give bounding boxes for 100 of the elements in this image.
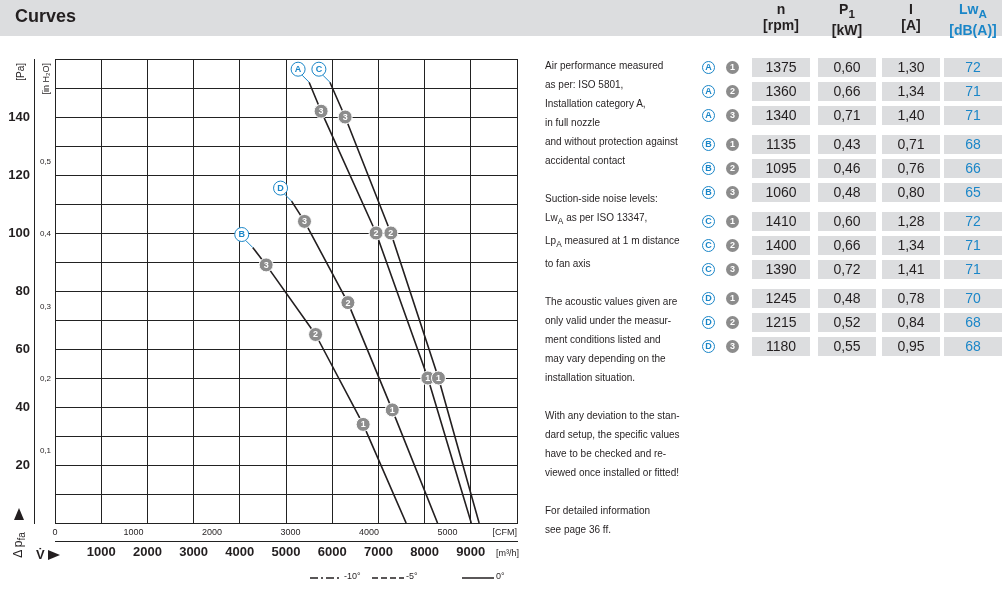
text: 72: [965, 213, 981, 229]
text: 1410: [765, 213, 797, 229]
category-label: n [rpm]: [762, 1, 800, 33]
series-label: C: [315, 64, 323, 75]
text: 2: [729, 317, 735, 327]
series-label: B: [238, 229, 246, 240]
x-axis-title: [m³/h]: [495, 548, 519, 559]
category-label: B: [705, 139, 712, 149]
text: 3: [729, 341, 735, 351]
text: 0°: [496, 571, 505, 581]
x2-axis-title: [CFM]: [492, 527, 517, 538]
x-tick-label: 3000: [179, 544, 209, 560]
y2-tick-label: 0,4: [39, 229, 52, 239]
category-label: 1: [729, 62, 735, 72]
category-label: 2: [345, 297, 351, 308]
category-label: A: [705, 62, 712, 72]
category-label: 3: [729, 110, 735, 120]
x2-tick-label: 0: [52, 526, 58, 537]
text: 66: [965, 160, 981, 176]
text: 1340: [765, 107, 797, 123]
text: 1095: [765, 160, 797, 176]
text: 1: [729, 216, 735, 226]
text: 1060: [765, 184, 797, 200]
category-label: P$_{1}$ [kW]: [830, 1, 864, 38]
category-label: Lw$_{A}$ [dB(A)]: [948, 1, 998, 38]
x-tick-label: 4000: [225, 544, 255, 560]
text: 0,66: [833, 83, 861, 99]
text: 1360: [765, 83, 797, 99]
y-tick-label: 80: [15, 282, 30, 298]
category-label: 1: [360, 419, 366, 430]
text: 0,80: [897, 184, 925, 200]
category-label: 3: [263, 259, 269, 270]
x-tick-label: 7000: [363, 544, 393, 560]
text: 1: [729, 293, 735, 303]
text: 68: [965, 136, 981, 152]
text: 68: [965, 338, 981, 354]
series-label: A: [294, 64, 302, 75]
text: 71: [965, 237, 981, 253]
text: 65: [965, 184, 981, 200]
category-label: 3: [342, 111, 348, 122]
y2-tick-label: 0,2: [39, 373, 52, 383]
x2-tick-label: 1000: [123, 526, 144, 537]
text: 0,60: [833, 59, 861, 75]
text: For detailed information see page 36 ff.: [545, 504, 652, 537]
category-label: B: [705, 187, 712, 197]
y-tick-label: 40: [15, 398, 30, 414]
text: The acoustic values given are only valid under the measur- ment conditions listed and may vary depending on the installation situation.: [545, 295, 679, 385]
text: 0,95: [897, 338, 925, 354]
text: 71: [965, 83, 981, 99]
text: 1400: [765, 237, 797, 253]
category-label: D: [705, 293, 712, 303]
category-label: D: [705, 341, 712, 351]
text: 0,52: [833, 314, 861, 330]
text: 0,76: [897, 160, 925, 176]
x-tick-label: 8000: [410, 544, 440, 560]
text: 0,48: [833, 184, 861, 200]
category-label: 2: [313, 329, 319, 340]
text: 1,30: [897, 59, 925, 75]
y2-tick-label: 0,5: [39, 157, 52, 167]
category-label: A: [705, 110, 712, 120]
category-label: 2: [388, 227, 394, 238]
series-label: 2: [373, 227, 379, 238]
category-label: 2: [729, 86, 735, 96]
text: 1215: [765, 314, 797, 330]
text: 1375: [765, 59, 797, 75]
y2-axis-title: [in H₂O]: [41, 63, 52, 95]
text: 0,71: [833, 107, 861, 123]
x-tick-label: 6000: [317, 544, 347, 560]
x-tick-label: 2000: [132, 544, 162, 560]
text: 0,46: [833, 160, 861, 176]
text: -5°: [406, 571, 418, 581]
y-tick-label: 60: [15, 340, 30, 356]
text: 3: [729, 264, 735, 274]
text: 0,48: [833, 290, 861, 306]
y-tick-label: 20: [15, 456, 30, 472]
text: 0,78: [897, 290, 925, 306]
text: V̇: [36, 547, 45, 562]
text: 1: [729, 139, 735, 149]
category-label: D: [705, 317, 712, 327]
text: 71: [965, 261, 981, 277]
text: With any deviation to the stan- dard setup, the specific values have to be checked and re- viewed once installed or fitted!: [545, 409, 681, 480]
text: 70: [965, 290, 981, 306]
text: 0,60: [833, 213, 861, 229]
text: 2: [729, 163, 735, 173]
category-label: A: [705, 86, 712, 96]
text: 0,71: [897, 136, 925, 152]
text: 0,43: [833, 136, 861, 152]
text: 3: [729, 187, 735, 197]
text: Suction-side noise levels: Lw$_{A}$ as per ISO 13347, Lp$_{A}$ measured at 1 m distance to fan axis: [545, 193, 680, 269]
text: 1390: [765, 261, 797, 277]
text: 1,40: [897, 107, 925, 123]
series-label: 3: [301, 216, 307, 227]
y-tick-label: 100: [8, 224, 30, 240]
x2-tick-label: 3000: [280, 526, 301, 537]
text: Air performance measured as per: ISO 5801, Installation category A, in full nozzle and without protection against accidental contact: [545, 59, 679, 168]
series-label: D: [277, 183, 285, 194]
text: 0,55: [833, 338, 861, 354]
y-tick-label: 140: [8, 108, 30, 124]
text: 1: [425, 372, 431, 383]
text: 72: [965, 59, 981, 75]
